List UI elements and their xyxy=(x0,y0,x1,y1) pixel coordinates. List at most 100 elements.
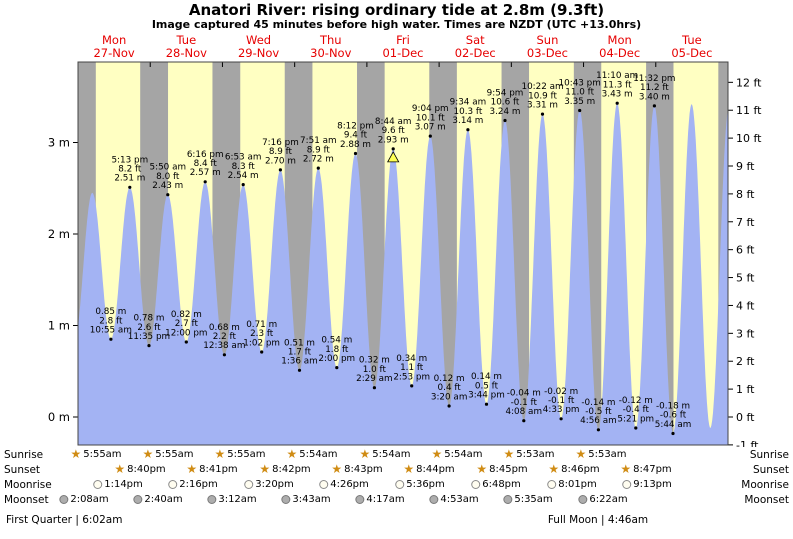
sunset-star-icon: ★ xyxy=(620,462,632,476)
day-date-label: 29-Nov xyxy=(238,46,279,60)
sunrise-time: 5:55am xyxy=(155,449,194,460)
high-tide-label: 9:34 am 10.3 ft 3.14 m xyxy=(450,98,487,126)
moonrise-icon xyxy=(319,480,329,489)
low-tide-point xyxy=(410,384,414,388)
sunrise-star-icon: ★ xyxy=(359,447,371,461)
low-tide-point xyxy=(109,337,113,341)
sunrise-star-icon: ★ xyxy=(431,447,443,461)
low-tide-point xyxy=(447,404,451,408)
moonrise-time: 2:16pm xyxy=(179,479,218,490)
low-tide-label: 0.14 m 0.5 ft 3:44 pm xyxy=(468,372,505,400)
high-tide-point xyxy=(353,151,358,156)
high-tide-label: 9:04 pm 10.1 ft 3.07 m xyxy=(412,104,449,132)
moon-phase-row: First Quarter | 6:02am Full Moon | 4:46a… xyxy=(0,513,793,529)
sunset-time: 8:44pm xyxy=(416,464,455,475)
sunrise-time: 5:53am xyxy=(516,449,555,460)
tide-curve-chart: 0.85 m 2.8 ft 10:55 am 5:13 pm 8.2 ft 2.51 m 0… xyxy=(48,33,762,447)
low-tide-label: -0.12 m -0.4 ft 5:21 pm xyxy=(617,396,654,424)
moonset-time: 2:08am xyxy=(70,494,109,505)
sunrise-time: 5:54am xyxy=(372,449,411,460)
day-date-label: 02-Dec xyxy=(455,46,496,60)
day-date-label: 03-Dec xyxy=(527,46,568,60)
moonrise-icon xyxy=(547,480,557,489)
day-name-label: Tue xyxy=(176,33,197,47)
sunrise-star-icon: ★ xyxy=(286,447,298,461)
sunrise-star-icon: ★ xyxy=(142,447,154,461)
feet-axis-label: 2 ft xyxy=(736,355,755,368)
sunrise-row-label-right: Sunrise xyxy=(749,449,789,461)
high-tide-label: 10:22 am 10.9 ft 3.31 m xyxy=(521,82,563,110)
sunrise-star-icon: ★ xyxy=(214,447,226,461)
sunrise-entry: ★ 5:54am xyxy=(359,447,411,461)
moonset-icon xyxy=(503,495,513,504)
feet-axis-label: 4 ft xyxy=(736,299,755,312)
moonrise-icon xyxy=(168,480,178,489)
high-tide-point xyxy=(503,118,507,123)
moonrise-row-label-right: Moonrise xyxy=(741,479,789,491)
moonset-entry: 2:08am xyxy=(59,494,109,505)
moonset-time: 5:35am xyxy=(514,494,553,505)
sunset-time: 8:43pm xyxy=(344,464,383,475)
moonrise-icon xyxy=(622,480,632,489)
moonset-time: 3:12am xyxy=(218,494,257,505)
first-quarter-label: First Quarter | 6:02am xyxy=(6,514,123,526)
moonrise-row-label-left: Moonrise xyxy=(4,479,52,491)
low-tide-point xyxy=(559,417,563,421)
feet-axis-label: 5 ft xyxy=(736,272,755,285)
day-name-label: Mon xyxy=(102,33,126,47)
feet-axis-label: -1 ft xyxy=(736,439,759,447)
feet-axis-label: 7 ft xyxy=(736,216,755,229)
low-tide-label: 0.12 m 0.4 ft 3:20 am xyxy=(431,374,468,402)
moonrise-time: 8:01pm xyxy=(558,479,597,490)
sunset-star-icon: ★ xyxy=(186,462,198,476)
moonrise-entry: 8:01pm xyxy=(547,479,597,490)
sunrise-entry: ★ 5:55am xyxy=(142,447,194,461)
moonset-time: 3:43am xyxy=(292,494,331,505)
moonset-icon xyxy=(133,495,143,504)
high-tide-point xyxy=(391,147,395,151)
moonset-time: 4:17am xyxy=(366,494,405,505)
sunrise-time: 5:54am xyxy=(444,449,483,460)
sunset-time: 8:40pm xyxy=(127,464,166,475)
moonrise-entry: 4:26pm xyxy=(319,479,369,490)
moonset-time: 4:53am xyxy=(440,494,479,505)
moonrise-time: 6:48pm xyxy=(482,479,521,490)
sunset-entry: ★ 8:47pm xyxy=(620,462,671,476)
sunset-time: 8:42pm xyxy=(272,464,311,475)
moonrise-time: 9:13pm xyxy=(633,479,672,490)
sunset-row-label-right: Sunset xyxy=(752,464,789,476)
sunset-time: 8:41pm xyxy=(199,464,238,475)
day-date-label: 30-Nov xyxy=(310,46,351,60)
high-tide-point xyxy=(652,104,657,108)
moonrise-time: 4:26pm xyxy=(330,479,369,490)
sunset-star-icon: ★ xyxy=(403,462,415,476)
feet-axis-label: 0 ft xyxy=(736,411,755,424)
moonset-icon xyxy=(355,495,365,504)
low-tide-label: 0.85 m 2.8 ft 10:55 am xyxy=(90,307,132,335)
moonset-icon xyxy=(429,495,439,504)
moonrise-entry: 6:48pm xyxy=(471,479,521,490)
sunset-star-icon: ★ xyxy=(548,462,560,476)
low-tide-label: 0.68 m 2.2 ft 12:38 am xyxy=(203,323,245,351)
high-tide-label: 7:16 pm 8.9 ft 2.70 m xyxy=(262,138,299,166)
moonrise-entry: 5:36pm xyxy=(395,479,445,490)
sunset-entry: ★ 8:43pm xyxy=(331,463,383,475)
high-tide-label: 11:32 pm 11.2 ft 3.40 m xyxy=(633,74,675,102)
high-tide-label: 5:13 pm 8.2 ft 2.51 m xyxy=(111,155,148,183)
moonrise-entry: 1:14pm xyxy=(93,479,143,490)
moonset-row: Moonset 2:08am 2:40am 3:12am 3:43am 4:17am 4:… xyxy=(0,493,793,508)
sunset-time: 8:45pm xyxy=(489,464,528,475)
sunrise-time: 5:55am xyxy=(83,449,122,460)
low-tide-point xyxy=(522,419,526,423)
low-tide-label: -0.02 m -0.1 ft 4:33 pm xyxy=(543,387,580,415)
low-tide-point xyxy=(260,350,264,354)
day-name-label: Wed xyxy=(246,33,271,47)
low-tide-label: -0.14 m -0.5 ft 4:56 am xyxy=(580,398,617,426)
sunset-entry: ★ 8:45pm xyxy=(476,463,528,475)
moonset-row-label-right: Moonset xyxy=(744,494,789,506)
low-tide-label: 0.82 m 2.7 ft 12:00 pm xyxy=(165,310,207,338)
sunrise-entry: ★ 5:54am xyxy=(431,447,483,461)
sunset-star-icon: ★ xyxy=(114,462,126,476)
moonrise-entry: 9:13pm xyxy=(622,479,672,490)
low-tide-point xyxy=(484,402,489,406)
